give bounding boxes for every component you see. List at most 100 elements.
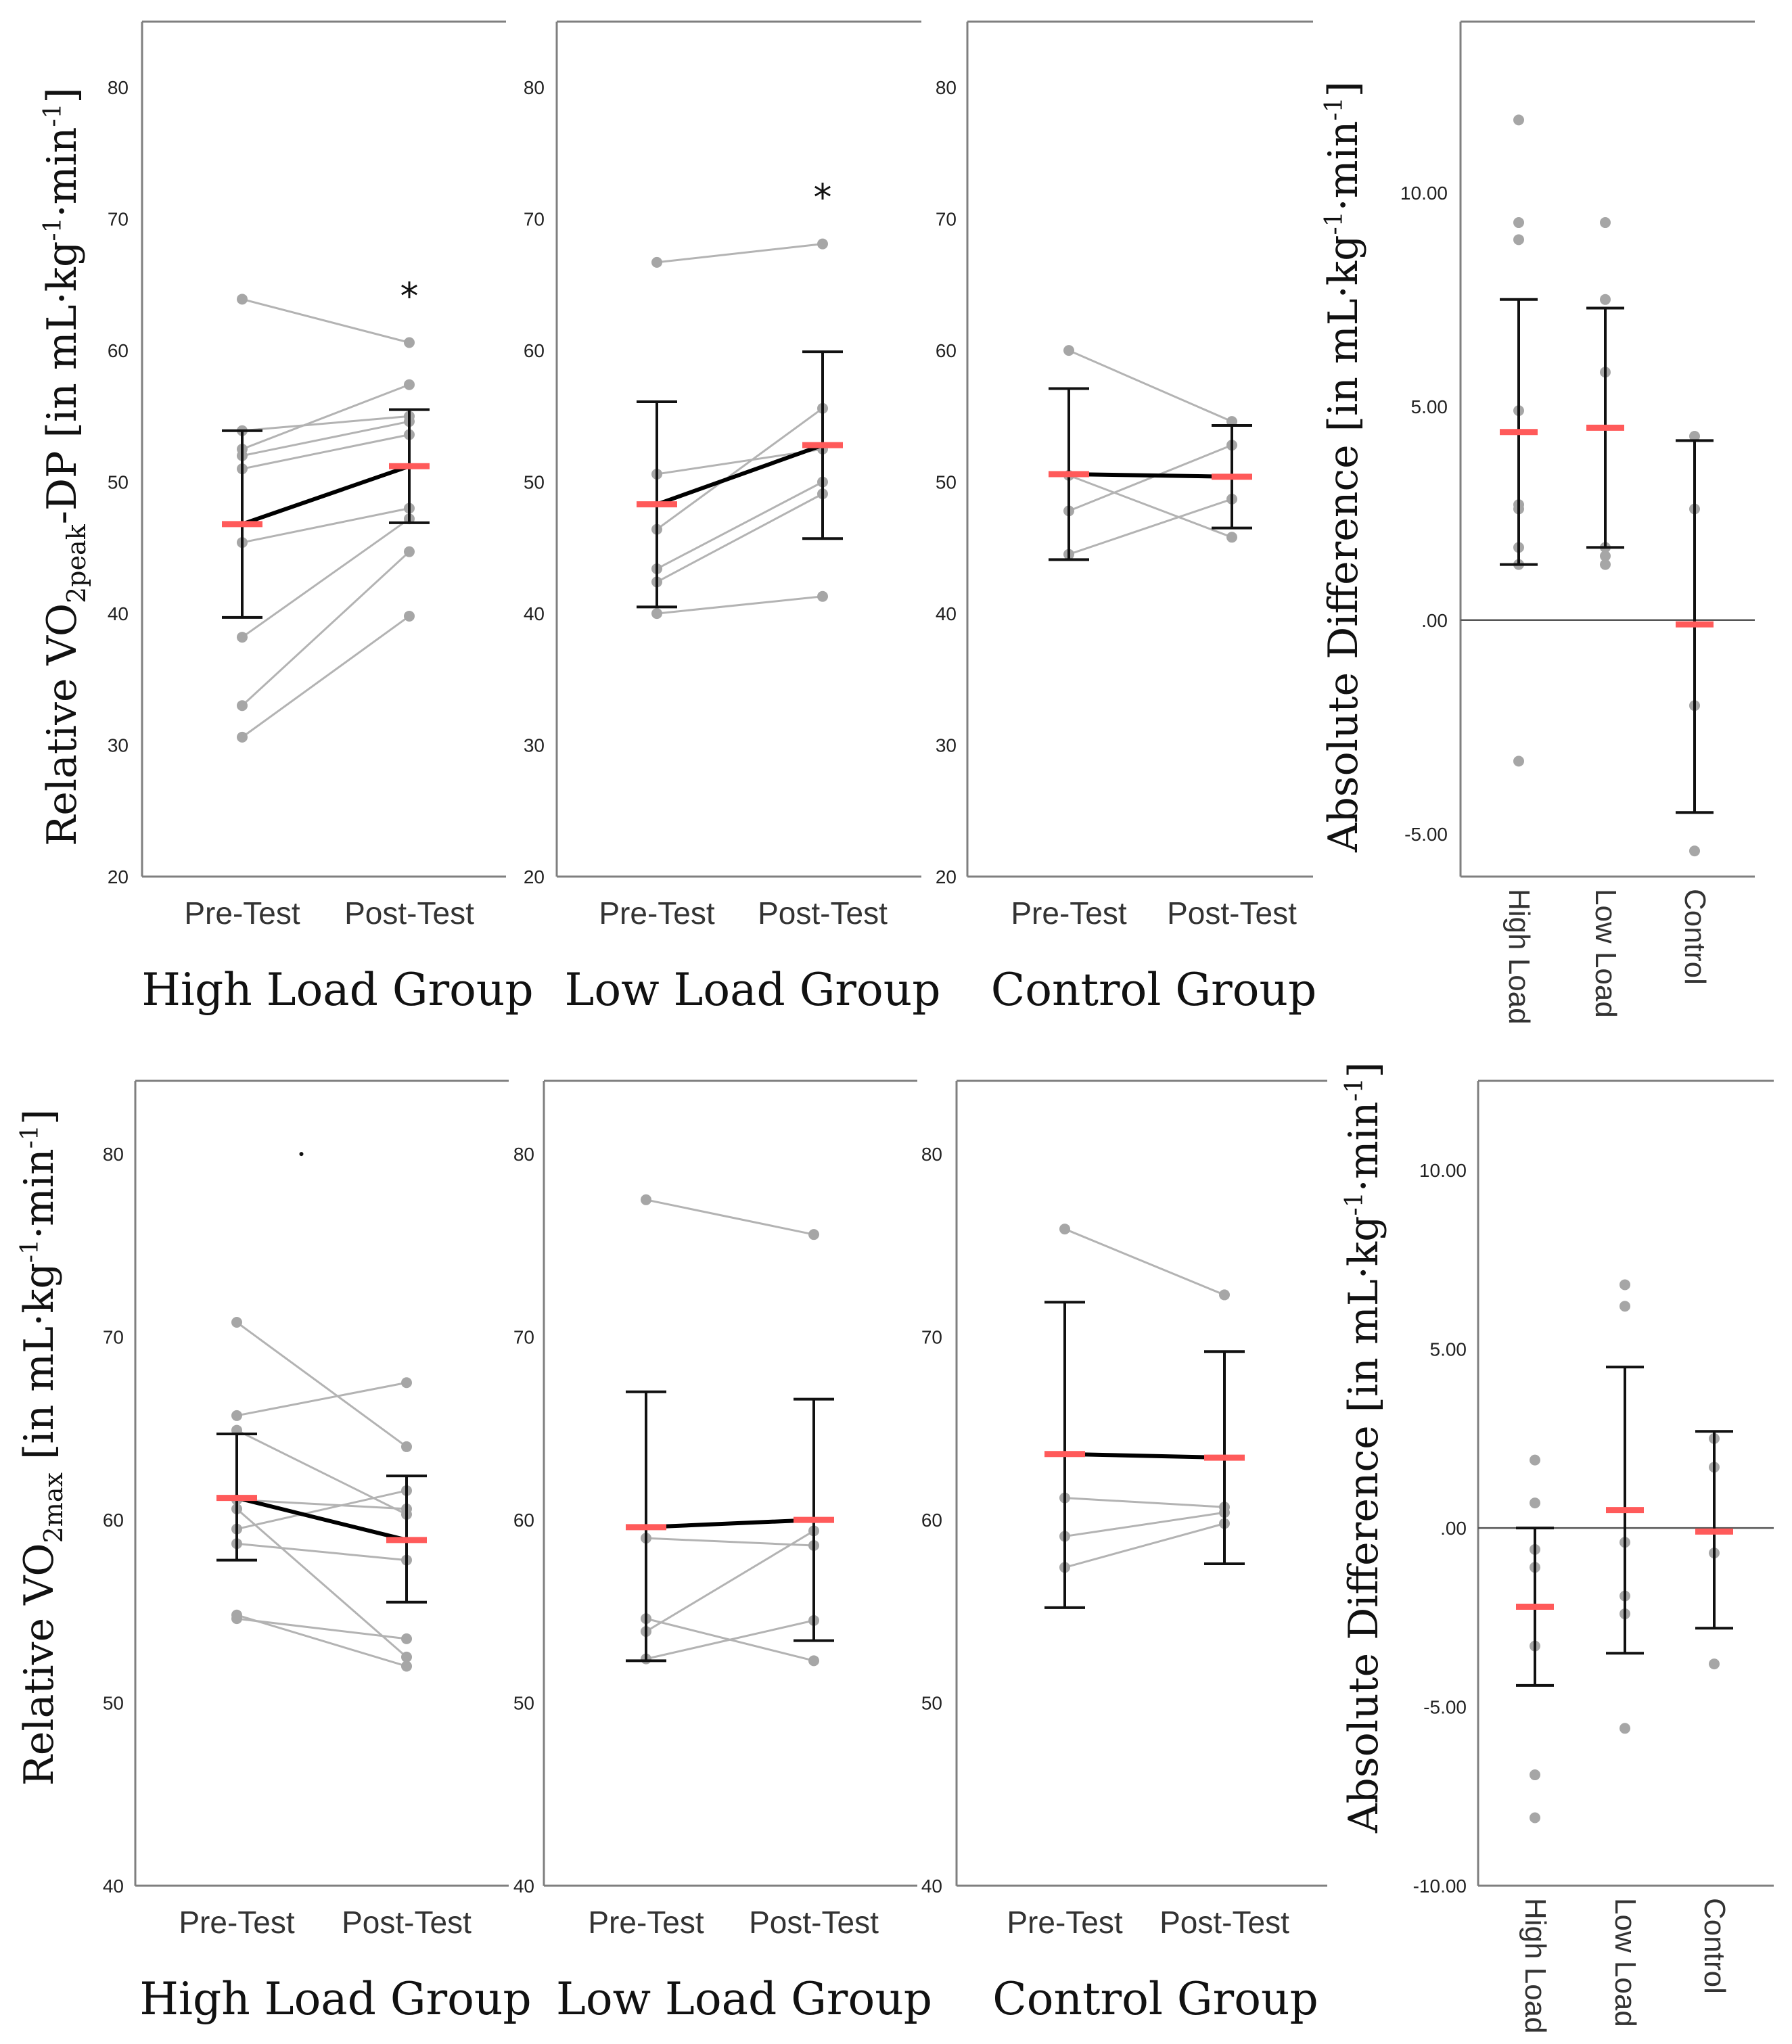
row2-low-ytick-label: 70 — [513, 1327, 534, 1348]
row1-high-ytick-label: 20 — [108, 866, 129, 887]
row2-control-subject-line — [1064, 1523, 1225, 1569]
row1-high-subject-line — [241, 551, 411, 707]
row1-high-subject-line — [242, 384, 410, 450]
row2-diff-ytick-label: 10.00 — [1419, 1160, 1467, 1181]
row1-high-subject-line — [242, 298, 410, 344]
row1-high-post-point — [404, 337, 415, 348]
row2-control-xtick-label: Pre-Test — [1007, 1905, 1122, 1940]
row2-low-ytick-label: 50 — [513, 1693, 534, 1714]
row1-diff-category-label: Control — [1678, 889, 1711, 985]
row2-diff-diff-point — [1619, 1301, 1630, 1312]
row1-low-mean-line — [656, 443, 824, 507]
row2-control-subject-line — [1064, 1497, 1225, 1508]
row1-low-pre-point — [651, 608, 662, 620]
row1-control-group-title: Control Group — [991, 964, 1316, 1016]
row1-control-subject-line — [1068, 444, 1233, 512]
row1-control-subject-line — [1068, 498, 1233, 555]
row2-diff-ytick-label: -5.00 — [1423, 1697, 1467, 1718]
row1-control-xtick-label: Post-Test — [1167, 896, 1297, 931]
row1-low-subject-line — [656, 492, 823, 583]
row1-high-subject-line — [242, 420, 410, 457]
row2-diff-ylabel: Absolute Difference [in mL·kg-1·min-1] — [1340, 1062, 1387, 1834]
row2-control-ytick-label: 50 — [921, 1693, 942, 1714]
row2-high-ytick-label: 40 — [103, 1876, 124, 1897]
row1-control-ytick-label: 60 — [936, 340, 957, 361]
row2-control-ytick-label: 70 — [921, 1327, 942, 1348]
row1-low-subject-line — [656, 481, 823, 570]
row1-high-group-title: High Load Group — [141, 964, 533, 1016]
row1-diff-diff-point — [1689, 845, 1700, 857]
row1-diff-ytick-label: .00 — [1421, 610, 1448, 631]
row1-low-ytick-label: 60 — [524, 340, 545, 361]
row2-control-subject-line — [1064, 1228, 1225, 1296]
row1-diff-ytick-label: -5.00 — [1404, 824, 1448, 845]
row2-diff-category-label: High Load — [1519, 1898, 1552, 2034]
row2-high-pre-point — [231, 1317, 242, 1328]
row1-low-subject-line — [656, 407, 823, 530]
row1-low-post-point — [817, 590, 828, 602]
row1-high-post-point — [404, 610, 415, 622]
row1-control-xtick-label: Pre-Test — [1011, 896, 1126, 931]
row1-high-ytick-label: 60 — [108, 340, 129, 361]
row1-high-xtick-label: Pre-Test — [184, 896, 300, 931]
row1-low-ytick-label: 20 — [524, 866, 545, 887]
row1-low-pre-point — [651, 256, 662, 268]
row1-control-pre-point — [1063, 345, 1074, 356]
row2-diff-diff-point — [1530, 1454, 1540, 1466]
row2-ylabel: Relative VO2max [in mL·kg-1·min-1] — [16, 1109, 68, 1786]
row1-low-ytick-label: 50 — [524, 472, 545, 493]
row2-high-post-point — [401, 1441, 412, 1452]
row2-high-post-point — [401, 1633, 412, 1644]
row1-diff-ytick-label: 5.00 — [1411, 396, 1448, 417]
row2-diff-diff-point — [1530, 1769, 1540, 1781]
row2-high-pre-point — [231, 1410, 242, 1421]
row1-high-post-point — [404, 546, 415, 557]
row1-diff-diff-point — [1600, 559, 1611, 570]
row1-low-post-point — [817, 238, 828, 250]
row1-control-post-point — [1226, 532, 1237, 543]
row1-diff-diff-point — [1689, 431, 1700, 442]
row2-high-post-point — [401, 1651, 412, 1663]
row1-low-ytick-label: 70 — [524, 209, 545, 230]
row2-low-post-point — [808, 1655, 819, 1667]
row2-high-ytick-label: 80 — [103, 1144, 124, 1165]
row1-high-ytick-label: 80 — [108, 77, 129, 98]
row2-high-subject-line — [236, 1381, 407, 1417]
row1-low-significance-star: * — [814, 177, 832, 219]
row1-diff-diff-point — [1513, 114, 1524, 126]
row1-diff-diff-point — [1513, 756, 1524, 767]
row1-high-ytick-label: 50 — [108, 472, 129, 493]
row1-high-mean-line — [242, 464, 410, 526]
row2-high-subject-line — [236, 1321, 407, 1448]
row2-control-xtick-label: Post-Test — [1159, 1905, 1289, 1940]
row2-control-ytick-label: 80 — [921, 1144, 942, 1165]
row2-high-xtick-label: Post-Test — [342, 1905, 472, 1940]
row2-low-pre-point — [641, 1194, 651, 1205]
row2-low-subject-line — [645, 1537, 814, 1547]
row1-diff-diff-point — [1600, 551, 1611, 561]
row1-low-xtick-label: Post-Test — [758, 896, 888, 931]
row2-low-mean-line — [645, 1518, 814, 1529]
row1-diff-ytick-label: 10.00 — [1400, 183, 1448, 204]
row1-high-ytick-label: 40 — [108, 603, 129, 624]
row2-high-post-point — [401, 1377, 412, 1389]
row1-control-ytick-label: 30 — [936, 735, 957, 756]
row2-low-subject-line — [645, 1199, 814, 1236]
row2-diff-diff-point — [1709, 1658, 1720, 1670]
row2-diff-ytick-label: 5.00 — [1430, 1339, 1467, 1360]
row2-control-subject-line — [1064, 1511, 1225, 1537]
row1-diff-diff-point — [1513, 234, 1524, 246]
row2-high-ytick-label: 70 — [103, 1327, 124, 1348]
row1-high-subject-line — [242, 517, 410, 638]
row1-diff-diff-point — [1600, 294, 1611, 305]
row2-high-group-title: High Load Group — [139, 1973, 531, 2025]
row1-control-subject-line — [1068, 349, 1233, 423]
row2-low-subject-line — [645, 1619, 814, 1660]
row1-diff-diff-point — [1513, 217, 1524, 229]
row1-high-pre-point — [237, 632, 248, 643]
row2-diff-category-label: Control — [1698, 1898, 1731, 1994]
row1-low-ytick-label: 40 — [524, 603, 545, 624]
row2-low-xtick-label: Post-Test — [749, 1905, 879, 1940]
row2-high-subject-line — [236, 1614, 407, 1667]
